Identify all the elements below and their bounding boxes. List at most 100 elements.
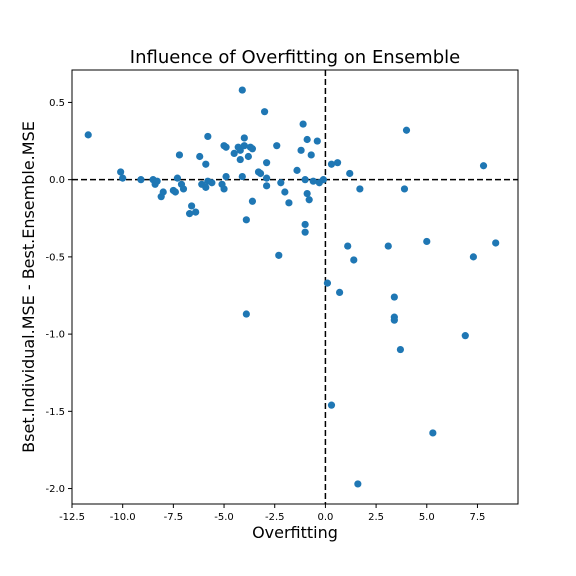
data-point	[293, 166, 301, 174]
data-point	[220, 185, 228, 193]
data-point	[117, 168, 125, 176]
data-point	[242, 310, 250, 318]
data-point	[354, 480, 362, 488]
data-point	[301, 228, 309, 236]
data-point	[301, 220, 309, 229]
data-point	[319, 176, 327, 184]
data-point	[396, 345, 405, 354]
y-tick-label: -0.5	[45, 252, 65, 263]
data-point	[263, 182, 271, 190]
x-tick-label: -5.0	[214, 512, 234, 523]
data-point	[119, 174, 127, 182]
data-point	[423, 237, 431, 246]
data-point	[171, 188, 179, 196]
data-point	[461, 332, 469, 340]
data-point	[303, 135, 311, 144]
data-point	[238, 172, 246, 181]
data-point	[301, 176, 309, 184]
data-point	[173, 174, 182, 182]
data-point	[285, 199, 293, 207]
data-point	[273, 142, 281, 150]
data-point	[84, 131, 92, 139]
y-tick-label: -1.0	[45, 330, 65, 341]
data-point	[303, 189, 311, 198]
data-point	[336, 288, 344, 297]
chart-title: Influence of Overfitting on Ensemble	[130, 47, 460, 68]
x-tick-label: -12.5	[59, 512, 85, 523]
data-point	[344, 242, 352, 250]
data-point	[260, 108, 269, 116]
data-point	[327, 160, 336, 168]
data-point	[236, 146, 244, 154]
x-tick-label: 2.5	[368, 512, 384, 523]
data-point	[350, 256, 358, 264]
data-point	[307, 151, 315, 159]
data-point	[240, 134, 248, 142]
data-point	[492, 239, 500, 247]
y-tick-label: 0.0	[49, 175, 65, 186]
data-point	[159, 188, 167, 196]
data-point	[429, 429, 437, 437]
data-point	[390, 316, 398, 324]
y-axis-label: Bset.Individual.MSE - Best.Ensemble.MSE	[19, 121, 38, 453]
x-tick-label: 5.0	[419, 512, 435, 523]
data-point	[192, 208, 200, 216]
data-point	[263, 174, 271, 182]
y-tick-label: 0.5	[49, 98, 65, 109]
data-point	[179, 185, 188, 193]
data-point	[222, 172, 230, 181]
data-point	[230, 149, 238, 158]
y-tick-label: -1.5	[45, 407, 65, 418]
y-tick-label: -2.0	[45, 484, 65, 495]
data-point	[236, 155, 244, 164]
data-point	[390, 293, 398, 301]
data-point	[188, 202, 196, 210]
data-point	[327, 401, 336, 409]
data-point	[281, 188, 289, 196]
data-point	[244, 152, 252, 161]
data-point	[240, 142, 248, 150]
data-point	[202, 183, 210, 191]
data-point	[242, 216, 250, 224]
data-point	[248, 197, 257, 205]
data-point	[333, 159, 342, 167]
data-point	[256, 169, 265, 178]
plot-area	[71, 69, 519, 505]
x-axis-ticks: -12.5 -10.0 -7.5 -5.0 -2.5 0.0 2.5 5.0 7.5	[59, 504, 485, 523]
data-point	[196, 152, 204, 161]
data-point	[248, 145, 257, 153]
x-axis-label: Overfitting	[252, 523, 338, 542]
data-point	[175, 151, 184, 159]
y-axis-ticks: 0.5 0.0 -0.5 -1.0 -1.5 -2.0	[45, 98, 72, 495]
data-point	[313, 137, 321, 145]
x-tick-label: 7.5	[470, 512, 486, 523]
data-point	[222, 143, 230, 151]
x-tick-label: -10.0	[110, 512, 136, 523]
plot-frame	[71, 69, 519, 505]
data-point	[346, 169, 354, 178]
data-points	[84, 86, 500, 488]
data-point	[400, 185, 409, 193]
data-point	[238, 86, 246, 94]
data-point	[297, 146, 305, 154]
data-point	[185, 210, 194, 218]
data-point	[323, 279, 332, 287]
data-point	[208, 179, 216, 187]
data-point	[309, 177, 317, 185]
data-point	[153, 177, 161, 185]
x-tick-label: -7.5	[164, 512, 184, 523]
data-point	[277, 179, 285, 187]
data-point	[137, 176, 145, 184]
data-point	[356, 185, 364, 193]
x-tick-label: -2.5	[265, 512, 285, 523]
x-tick-label: 0.0	[317, 512, 333, 523]
data-point	[469, 253, 477, 261]
data-point	[479, 162, 488, 170]
data-point	[299, 120, 307, 128]
data-point	[263, 159, 271, 167]
data-point	[305, 196, 313, 204]
data-point	[402, 126, 411, 134]
data-point	[202, 160, 210, 168]
data-point	[204, 132, 212, 141]
